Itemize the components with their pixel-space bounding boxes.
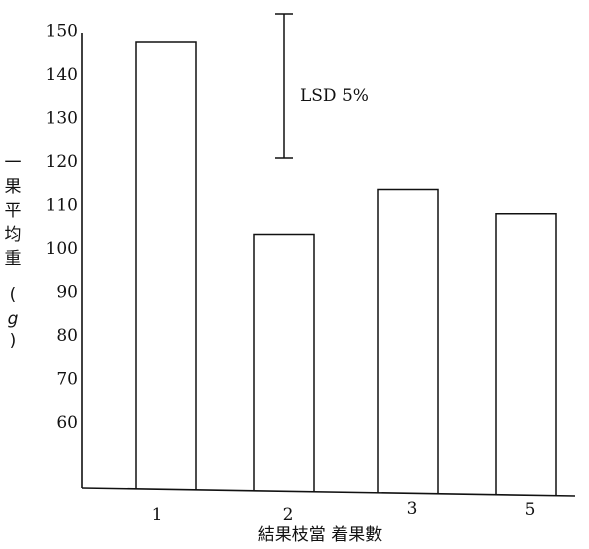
y-axis-label-text: ) [10, 331, 17, 351]
y-tick-label: 100 [46, 239, 78, 259]
y-axis-label-text: ( [10, 285, 17, 305]
x-tick-label: 5 [525, 500, 536, 520]
y-tick-label: 130 [46, 109, 78, 129]
y-axis-label-text: 重 [5, 249, 22, 269]
y-axis-label-text: 果 [5, 177, 22, 197]
y-tick-label: 90 [56, 283, 78, 303]
y-axis-label-text: 平 [5, 201, 22, 221]
y-tick-label: 110 [46, 196, 78, 216]
bar-3 [377, 188, 439, 494]
y-axis-label: 一 果 平 均 重 ( g ) [5, 153, 22, 351]
y-axis-label-text: 均 [5, 225, 22, 245]
x-tick-label: 3 [407, 499, 418, 519]
y-tick-label: 80 [56, 326, 78, 346]
y-tick-label: 120 [46, 152, 78, 172]
y-axis-label-text: 一 [5, 153, 22, 173]
x-axis-label: 結果枝當 着果數 [258, 525, 382, 545]
y-tick-label: 70 [56, 370, 78, 390]
lsd-label: LSD 5% [300, 86, 369, 106]
y-axis-label-text: g [8, 309, 19, 329]
y-tick-label: 140 [46, 65, 78, 85]
bar-1 [135, 41, 197, 490]
x-tick-label: 2 [283, 505, 294, 525]
y-tick-label: 150 [46, 22, 78, 42]
bar-5 [495, 212, 557, 496]
x-tick-label: 1 [152, 505, 163, 525]
y-tick-label: 60 [56, 413, 78, 433]
x-axis [81, 487, 576, 497]
bar-2 [253, 233, 315, 492]
